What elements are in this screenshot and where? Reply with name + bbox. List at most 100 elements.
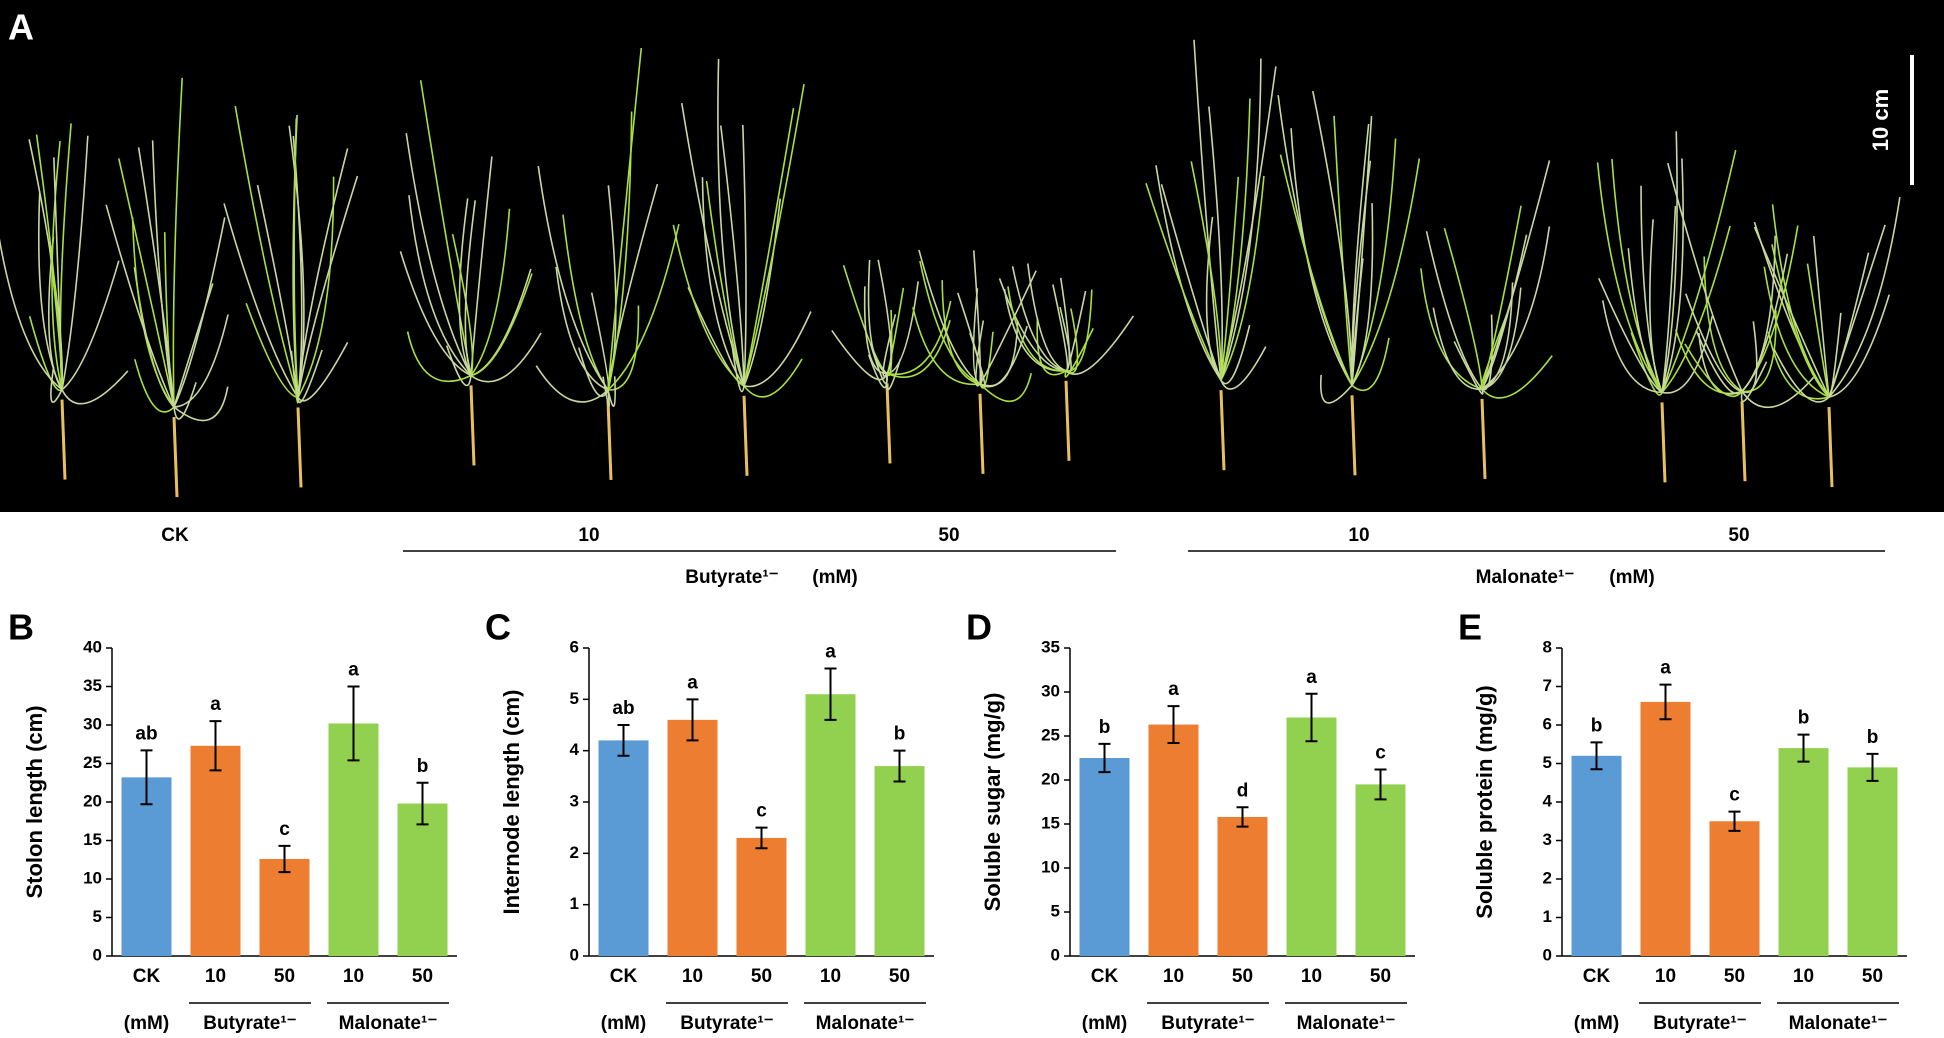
error-bar (824, 667, 837, 721)
plant-stem (1481, 226, 1551, 390)
plant-stem (743, 84, 805, 387)
significance-label: a (1306, 667, 1317, 688)
plant-stem (1059, 277, 1071, 372)
significance-label: a (210, 694, 221, 715)
plant-stem (1351, 158, 1421, 386)
y-tick-label: 10 (1041, 857, 1060, 876)
y-tick-label: 5 (1543, 753, 1552, 772)
y-tick-label: 2 (1543, 868, 1552, 887)
x-tick-label: 50 (889, 966, 910, 987)
plant-stem (105, 204, 175, 408)
bar (1640, 701, 1691, 956)
plant-stem (117, 158, 175, 408)
significance-label: c (756, 801, 767, 822)
plant-stem (1351, 123, 1370, 386)
plant-stem (61, 260, 120, 391)
error-bar (347, 685, 360, 762)
error-bar (1797, 733, 1810, 763)
plant-stem (1640, 185, 1663, 393)
bar (259, 858, 310, 956)
plant-stem (979, 372, 1033, 402)
plant-stem (61, 370, 129, 405)
plant-stem (607, 183, 659, 391)
plants (0, 39, 1901, 498)
plant-stem (61, 135, 89, 390)
significance-label: d (1237, 780, 1249, 801)
plant-stem (842, 264, 888, 375)
y-tick-label: 35 (83, 676, 102, 695)
bar (1148, 724, 1199, 956)
plant-stem (38, 191, 63, 390)
plant-root (1740, 401, 1747, 482)
plant-stem (1453, 341, 1484, 395)
plant-root (606, 399, 613, 480)
y-tick-label: 5 (570, 689, 579, 708)
plant-stem (1741, 310, 1777, 393)
y-tick-label: 6 (1543, 714, 1552, 733)
plant-stem (50, 366, 63, 403)
plant-stem (1773, 348, 1830, 403)
x-tick-label: 10 (1301, 966, 1322, 987)
plant-stem (297, 341, 349, 402)
plant-stem (234, 105, 299, 398)
plant-root (1350, 395, 1357, 476)
plant-stem (297, 148, 349, 398)
plant-stem (743, 107, 795, 386)
error-bar (209, 720, 222, 772)
bar (598, 740, 649, 956)
concentration-label: CK (161, 525, 189, 546)
bar (736, 837, 787, 956)
plant-stem (1220, 346, 1267, 390)
x-tick-label: 10 (1793, 966, 1814, 987)
plant-stem (35, 134, 63, 390)
plant-stem (743, 358, 803, 398)
plant-stem (293, 118, 299, 398)
error-bar (1866, 752, 1879, 782)
panel-label: E (1458, 607, 1482, 648)
plant-stem (918, 249, 981, 385)
error-bar (1167, 705, 1180, 745)
y-tick-label: 15 (1041, 813, 1060, 832)
unit-label: (mM) (1609, 567, 1654, 588)
plant-stem (680, 103, 745, 387)
plant-stem (607, 48, 643, 390)
plant-stem (1193, 39, 1222, 381)
plant-stem (1767, 331, 1830, 400)
plant-stem (886, 300, 952, 376)
concentration-label: 10 (578, 525, 599, 546)
x-tick-label: 10 (1163, 966, 1184, 987)
significance-label: a (348, 660, 359, 681)
plant-stem (701, 177, 745, 387)
plant-stem (1661, 315, 1714, 394)
plant-stem (451, 233, 474, 376)
group-label: (mM) (1082, 1013, 1127, 1034)
significance-label: c (1375, 742, 1386, 763)
plant-root (60, 399, 67, 480)
error-bar (617, 724, 630, 757)
bar (805, 694, 856, 956)
y-tick-label: 5 (93, 907, 102, 926)
plant-stem (1065, 289, 1093, 372)
plant-stem (1208, 106, 1223, 381)
group-label: (mM) (601, 1013, 646, 1034)
bar (874, 766, 925, 956)
error-bar (893, 749, 906, 783)
plant-stem (458, 198, 472, 376)
bar (1286, 717, 1337, 956)
plant-stem (1601, 300, 1663, 394)
plant-stem (1740, 361, 1768, 403)
significance-label: a (687, 672, 698, 693)
treatment-label: Malonate¹⁻ (1476, 567, 1575, 588)
x-tick-label: 50 (1370, 966, 1391, 987)
plant-stem (1420, 268, 1483, 390)
plant-stem (1007, 286, 1067, 372)
plant-stem (1220, 176, 1240, 381)
plant-root (1827, 407, 1834, 488)
bar (121, 777, 172, 956)
y-tick-label: 25 (1041, 725, 1060, 744)
x-tick-label: 50 (1232, 966, 1253, 987)
plant-stem (1596, 162, 1663, 393)
plant-root (469, 385, 476, 466)
plant-stem (1432, 307, 1483, 390)
plant-stem (998, 278, 1067, 372)
